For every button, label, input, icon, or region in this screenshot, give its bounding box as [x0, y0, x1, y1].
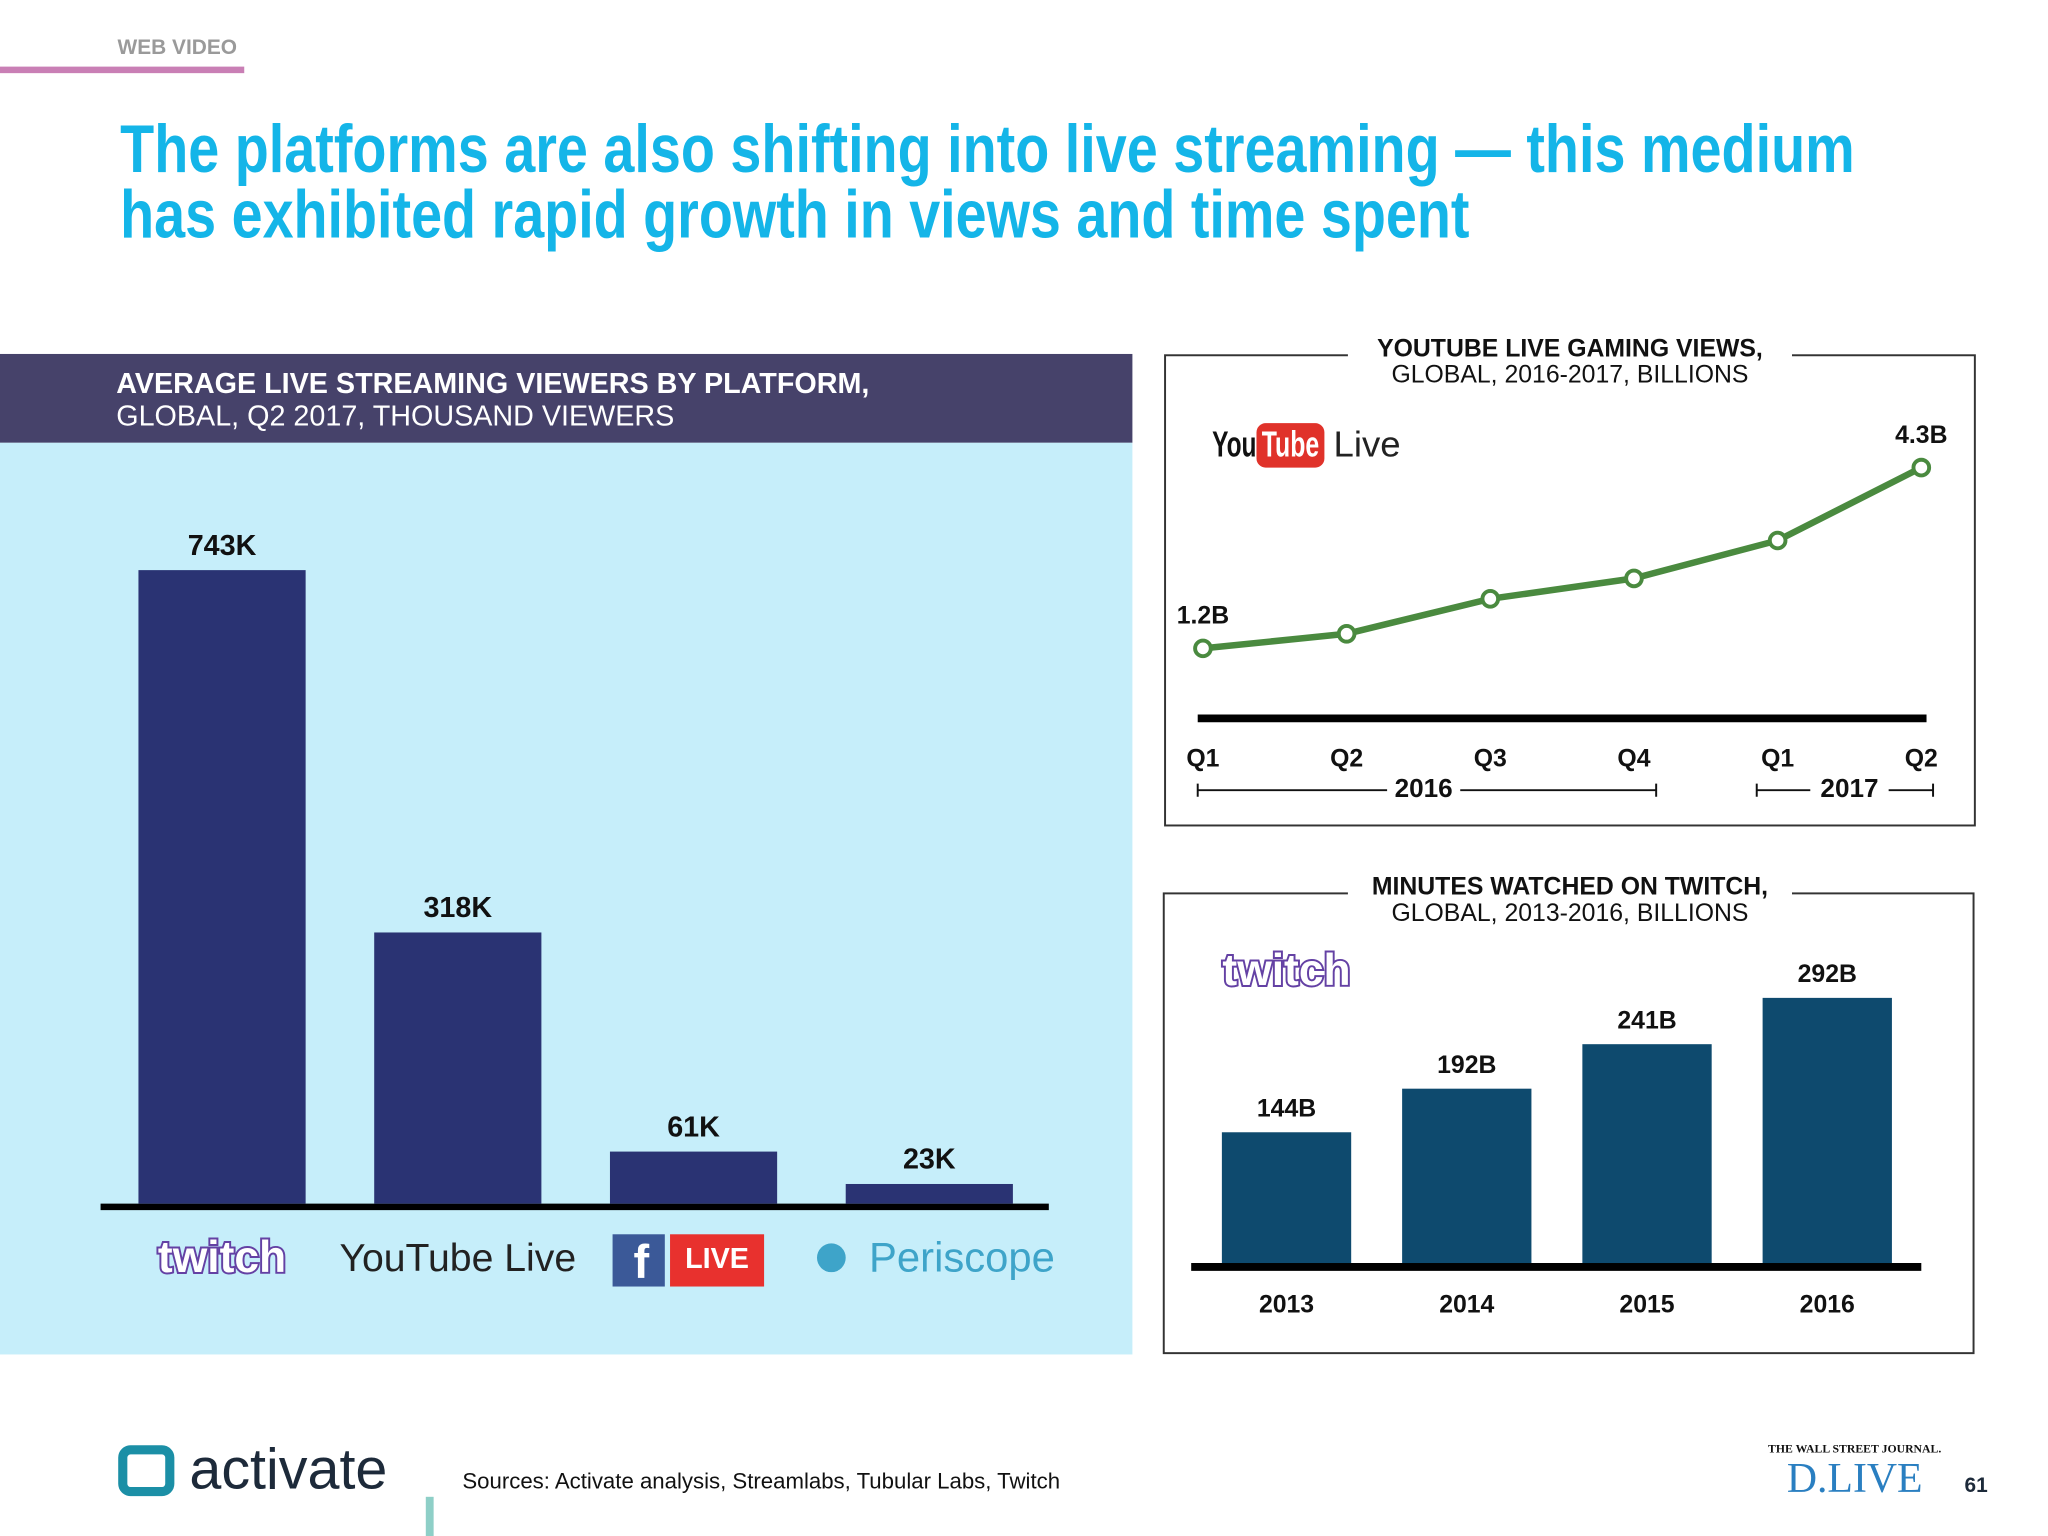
x-tick-label: 2015 — [1619, 1292, 1674, 1319]
x-tick-label: Periscope — [869, 1233, 1055, 1280]
data-label: 192B — [1437, 1052, 1496, 1079]
bar — [138, 570, 306, 1204]
logo-live: Live — [1334, 423, 1401, 464]
point — [1767, 530, 1788, 551]
partner-dlive: D.LIVE — [1787, 1456, 1923, 1502]
bar — [609, 1151, 778, 1204]
headline: has exhibited rapid growth in views and … — [120, 177, 1469, 252]
line — [1202, 464, 1923, 652]
point — [1624, 568, 1644, 589]
bar — [845, 1183, 1013, 1204]
x-tick-label: 2014 — [1439, 1292, 1494, 1319]
chart-subtitle: GLOBAL, 2013-2016, BILLIONS — [1391, 900, 1748, 927]
data-label: 144B — [1257, 1096, 1316, 1123]
x-tick-label: Q2 — [1905, 746, 1938, 773]
point — [1193, 638, 1213, 659]
logo-you: You — [1212, 423, 1256, 464]
x-tick-label: twitch — [158, 1233, 286, 1282]
bar — [1402, 1088, 1532, 1264]
bar — [1762, 997, 1892, 1264]
point — [1480, 589, 1501, 609]
brand-mark — [118, 1445, 175, 1497]
x-tick-label: Q1 — [1761, 746, 1794, 773]
data-label: 61K — [667, 1111, 720, 1143]
x-tick-label: 2016 — [1800, 1292, 1855, 1319]
live-badge — [670, 1234, 765, 1287]
x-tick-label: Q3 — [1474, 746, 1507, 773]
bar — [1221, 1132, 1352, 1264]
bar — [374, 932, 542, 1204]
chart-subtitle: GLOBAL, 2016-2017, BILLIONS — [1391, 362, 1748, 389]
data-label: 23K — [903, 1144, 956, 1176]
data-label: 241B — [1617, 1008, 1676, 1035]
x-tick-label: Q1 — [1186, 746, 1219, 773]
page-number: 61 — [1965, 1474, 1989, 1497]
logo-tube: Tube — [1262, 423, 1319, 464]
chart-title: AVERAGE LIVE STREAMING VIEWERS BY PLATFO… — [116, 368, 869, 400]
partner-wsj: THE WALL STREET JOURNAL. — [1768, 1442, 1941, 1455]
periscope-icon — [816, 1243, 846, 1273]
source-note: Sources: Activate analysis, Streamlabs, … — [462, 1468, 1060, 1493]
group-bracket — [1755, 783, 1935, 797]
title-backing — [1347, 875, 1792, 930]
facebook-f: f — [633, 1235, 649, 1288]
data-label: 292B — [1798, 961, 1857, 988]
data-label: 318K — [423, 892, 492, 924]
chart-subtitle: GLOBAL, Q2 2017, THOUSAND VIEWERS — [116, 401, 674, 433]
group-bracket — [1196, 783, 1658, 797]
x-tick-label: LIVE — [685, 1243, 749, 1275]
divider — [425, 1496, 434, 1536]
x-tick-label: YouTube Live — [339, 1237, 576, 1280]
chart-title: YOUTUBE LIVE GAMING VIEWS, — [1377, 336, 1763, 363]
point — [1911, 457, 1932, 478]
section-rule — [0, 66, 245, 74]
data-label: 1.2B — [1177, 603, 1229, 630]
title-backing — [1347, 336, 1792, 392]
twitch-logo: twitch — [1222, 946, 1350, 995]
data-label: 4.3B — [1895, 422, 1947, 449]
group-label: 2017 — [1820, 773, 1878, 803]
headline: The platforms are also shifting into liv… — [120, 112, 1855, 187]
bar — [1582, 1044, 1712, 1264]
x-tick-label: 2013 — [1259, 1292, 1314, 1319]
facebook-icon — [612, 1234, 665, 1287]
data-label: 743K — [188, 530, 257, 562]
point — [1336, 624, 1357, 644]
group-label: 2016 — [1395, 773, 1453, 803]
x-tick-label: Q4 — [1617, 746, 1650, 773]
brand-logo: activate — [189, 1437, 387, 1501]
panel-header — [0, 353, 1133, 443]
logo-tube-box — [1256, 423, 1325, 468]
x-tick-label: Q2 — [1330, 746, 1363, 773]
section-label: WEB VIDEO — [118, 36, 237, 59]
chart-title: MINUTES WATCHED ON TWITCH, — [1372, 874, 1768, 901]
